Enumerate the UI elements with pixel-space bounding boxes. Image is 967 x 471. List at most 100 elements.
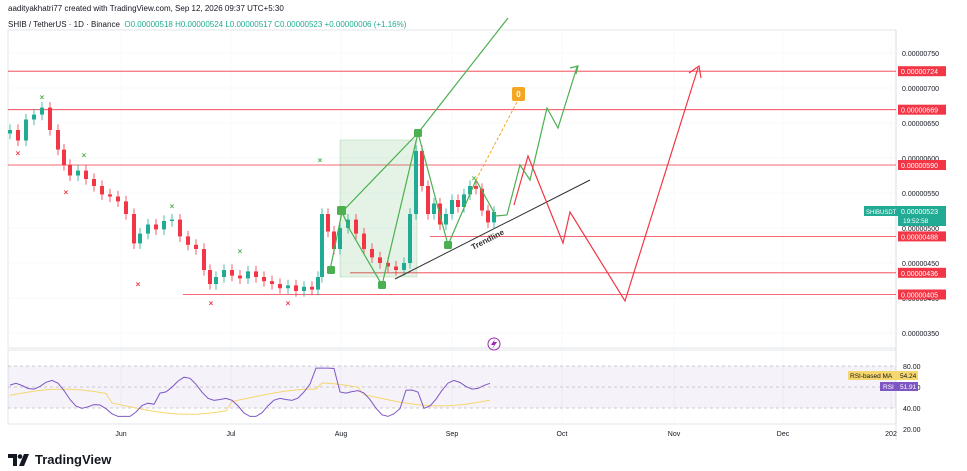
pivot-x-marker: × xyxy=(170,202,175,211)
range-box xyxy=(339,139,418,278)
svg-text:SHIBUSDT: SHIBUSDT xyxy=(866,210,897,216)
chart-attribution: aaditya​khatri77 created with TradingVie… xyxy=(8,4,284,13)
ohlc-values: O0.00000518 H0.00000524 L0.00000517 C0.0… xyxy=(124,20,407,29)
candle-body xyxy=(186,236,190,245)
level-label: 0.00000488 xyxy=(901,234,938,241)
candle-body xyxy=(468,186,472,195)
time-tick-label: Nov xyxy=(668,431,681,438)
pivot-x-marker: × xyxy=(472,174,477,183)
candle-body xyxy=(254,271,258,277)
candle-body xyxy=(354,219,358,234)
trendline[interactable] xyxy=(394,179,591,280)
level-label: 0.00000724 xyxy=(901,69,938,76)
pivot-x-marker: × xyxy=(40,93,45,102)
candle-body xyxy=(402,263,406,270)
svg-text:RSI-based MA: RSI-based MA xyxy=(850,373,893,380)
candle-body xyxy=(16,130,20,141)
tradingview-logo-icon xyxy=(8,453,29,466)
candle-body xyxy=(56,130,60,150)
red-arrowhead xyxy=(688,64,702,79)
candle-body xyxy=(332,231,336,249)
price-tick-label: 0.00000750 xyxy=(902,51,939,58)
candle-body xyxy=(346,219,350,228)
candle-body xyxy=(450,200,454,214)
time-tick-label: Aug xyxy=(335,431,348,438)
candle-body xyxy=(492,211,496,223)
candle-body xyxy=(262,277,266,282)
svg-text:0: 0 xyxy=(516,90,521,99)
candle-body xyxy=(286,285,290,289)
svg-text:19:52:58: 19:52:58 xyxy=(903,218,929,225)
level-label: 0.00000669 xyxy=(901,108,938,115)
target-marker[interactable]: 0 xyxy=(512,87,525,101)
symbol-label: SHIB / TetherUS · 1D · Binance xyxy=(8,20,120,29)
price-tick-label: 0.00000550 xyxy=(902,191,939,198)
candle-body xyxy=(222,270,226,277)
candlestick-series xyxy=(8,102,496,297)
time-tick-label: Jul xyxy=(227,431,236,438)
price-tick-label: 0.00000600 xyxy=(902,156,939,163)
time-tick-label: Oct xyxy=(557,431,568,438)
pivot-x-markers: × × × × × × × × × × × xyxy=(16,93,477,308)
trendline-label: Trendline xyxy=(470,227,506,251)
candle-body xyxy=(194,244,198,249)
pattern-point-markers xyxy=(327,129,452,289)
candle-body xyxy=(378,257,382,263)
green-arrowhead xyxy=(569,65,579,75)
candle-body xyxy=(24,119,28,141)
price-tick-label: 0.00000650 xyxy=(902,121,939,128)
candle-body xyxy=(76,170,80,176)
candle-body xyxy=(310,286,314,290)
candle-body xyxy=(320,214,324,277)
candle-body xyxy=(326,214,330,232)
candle-body xyxy=(432,203,436,214)
time-axis: Jun Jul Aug Sep Oct Nov Dec 202 xyxy=(115,431,897,438)
candle-body xyxy=(68,165,72,176)
candle-body xyxy=(246,271,250,279)
candle-body xyxy=(426,186,430,214)
candle-body xyxy=(316,277,320,290)
candle-body xyxy=(486,210,490,223)
level-price-labels: 0.00000724 0.00000669 0.00000590 0.00000488… xyxy=(898,66,946,300)
green-extended-line xyxy=(417,17,509,134)
green-projection-path[interactable] xyxy=(329,66,578,287)
dashed-target-line xyxy=(475,99,519,181)
price-tick-label: 0.00000500 xyxy=(902,226,939,233)
candle-body xyxy=(394,266,398,270)
brand-name: TradingView xyxy=(35,452,112,467)
time-tick-label: 202 xyxy=(885,431,897,438)
candle-body xyxy=(480,188,484,211)
candle-body xyxy=(456,200,460,207)
rsi-tick-label: 40.00 xyxy=(903,406,921,413)
candle-body xyxy=(278,284,282,289)
red-projection-path[interactable] xyxy=(513,67,699,303)
candle-body xyxy=(138,233,142,244)
candle-body xyxy=(116,196,120,202)
pivot-x-marker: × xyxy=(318,156,323,165)
candle-body xyxy=(84,170,88,179)
long-position-box xyxy=(340,140,417,277)
candle-body xyxy=(170,219,174,221)
candle-body xyxy=(208,270,212,284)
candle-body xyxy=(202,249,206,270)
tradingview-logo: TradingView xyxy=(8,452,111,467)
candle-body xyxy=(294,285,298,291)
candle-body xyxy=(420,151,424,186)
price-tick-label: 0.00000450 xyxy=(902,261,939,268)
time-tick-label: Jun xyxy=(115,431,126,438)
candle-body xyxy=(302,286,306,291)
candle-body xyxy=(146,224,150,234)
candle-body xyxy=(270,281,274,284)
candle-body xyxy=(40,107,44,115)
svg-text:54.24: 54.24 xyxy=(900,373,917,380)
rsi-line xyxy=(9,367,491,417)
candle-body xyxy=(162,221,166,230)
candle-body xyxy=(370,249,374,258)
candle-body xyxy=(238,275,242,279)
lightning-icon[interactable] xyxy=(487,337,501,351)
level-label: 0.00000436 xyxy=(901,271,938,278)
pivot-x-marker: × xyxy=(64,188,69,197)
candle-body xyxy=(8,130,12,134)
candle-body xyxy=(386,263,390,267)
